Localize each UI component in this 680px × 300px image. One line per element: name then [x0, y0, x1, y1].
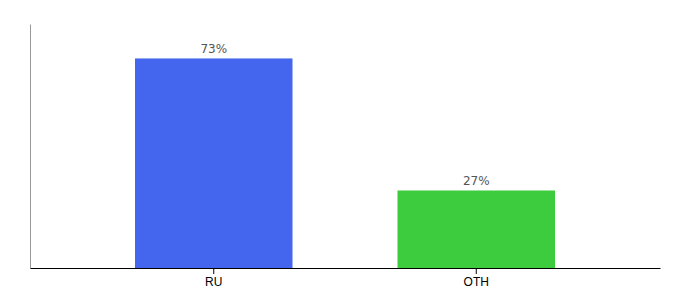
bars [135, 58, 555, 268]
x-axis: RU OTH [31, 268, 661, 289]
bar [398, 190, 556, 268]
data-label: 27% [463, 174, 490, 188]
y-axis-line [30, 25, 31, 269]
x-tick-mark [213, 268, 214, 274]
x-tick-label: RU [205, 275, 222, 289]
x-tick-label: OTH [464, 275, 489, 289]
data-label: 73% [200, 42, 227, 56]
x-axis-line [31, 268, 661, 269]
x-tick: OTH [464, 268, 489, 289]
x-tick-mark [476, 268, 477, 274]
chart: RU OTH 73% 27% [0, 0, 680, 300]
chart-container: RU OTH 73% 27% [0, 0, 680, 300]
data-labels: 73% 27% [200, 42, 489, 188]
x-tick: RU [205, 268, 222, 289]
y-axis [30, 25, 31, 269]
bar [135, 58, 293, 268]
plot: RU OTH 73% 27% [31, 25, 661, 289]
